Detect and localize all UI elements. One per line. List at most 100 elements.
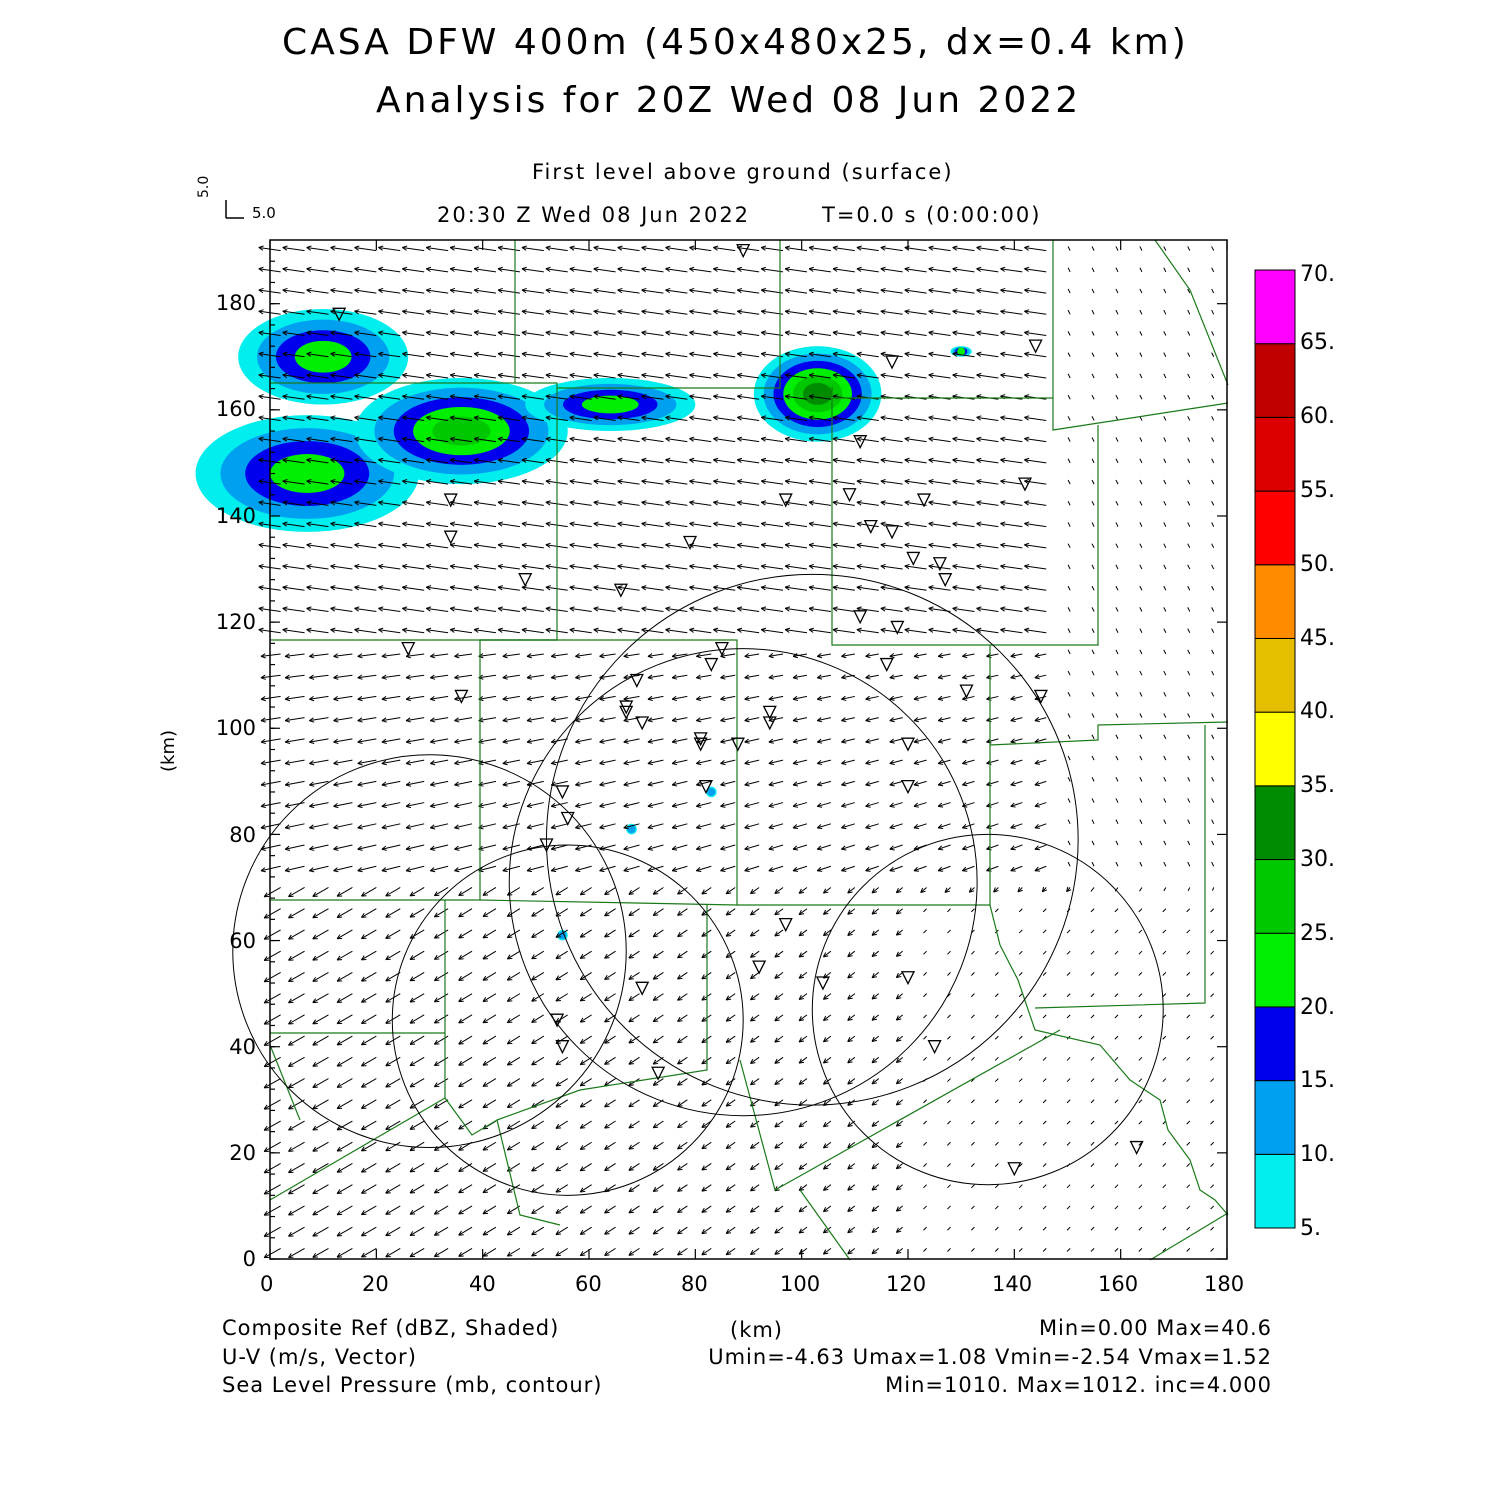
wind-vector <box>478 865 497 873</box>
wind-vector-head <box>593 563 599 567</box>
wind-vector-shaft <box>744 865 760 872</box>
wind-vector-head <box>550 867 556 872</box>
wind-vector <box>354 500 377 506</box>
wind-vector-head <box>336 891 341 897</box>
wind-vector <box>357 780 377 787</box>
wind-vector-head <box>871 1188 878 1191</box>
wind-vector-shaft <box>357 823 377 829</box>
wind-vector-head <box>871 1230 878 1234</box>
wind-vector-head <box>381 824 387 829</box>
wind-vector-shaft <box>665 522 688 528</box>
wind-vector-shaft <box>378 565 401 570</box>
wind-vector-head <box>531 1209 535 1214</box>
wind-vector-shaft <box>750 929 760 937</box>
wind-vector-head <box>507 1085 513 1087</box>
wind-vector-head <box>433 1124 438 1130</box>
wind-vector-shaft <box>1163 670 1167 676</box>
wind-vector-head <box>1024 629 1029 633</box>
wind-vector-shaft <box>260 759 281 765</box>
wind-vector-shaft <box>617 607 640 613</box>
wind-vector-shaft <box>454 802 473 807</box>
wind-vector-shaft <box>579 1205 592 1214</box>
wind-vector <box>677 1184 688 1192</box>
wind-vector-head <box>617 563 623 567</box>
wind-vector <box>531 971 545 981</box>
wind-vector-shaft <box>1067 713 1071 718</box>
wind-vector <box>1163 628 1167 633</box>
wind-vector <box>1034 844 1047 851</box>
wind-vector-head <box>258 607 264 612</box>
wind-vector <box>652 1120 664 1129</box>
wind-vector-shaft <box>312 1035 329 1046</box>
wind-vector-head <box>744 781 749 786</box>
wind-vector-shaft <box>994 1248 999 1252</box>
wind-vector-shaft <box>555 908 568 917</box>
wind-vector-head <box>672 827 678 830</box>
wind-vector-shaft <box>378 544 401 549</box>
wind-vector-head <box>284 845 290 850</box>
wind-vector-shaft <box>1066 950 1071 955</box>
wind-vector-head <box>260 784 266 787</box>
wind-vector <box>531 950 545 960</box>
wind-vector-head <box>774 892 780 894</box>
wind-vector-shaft <box>923 1141 927 1146</box>
wind-vector-head <box>617 629 623 633</box>
wind-vector-shaft <box>672 674 688 679</box>
wind-vector-head <box>677 1101 681 1107</box>
wind-vector-head <box>774 1189 780 1192</box>
wind-vector-shaft <box>841 759 855 765</box>
wind-vector-shaft <box>381 823 401 829</box>
wind-vector-shaft <box>263 1141 281 1152</box>
wind-vector <box>970 1184 975 1189</box>
wind-vector-shaft <box>336 887 353 897</box>
wind-vector-shaft <box>1138 929 1143 934</box>
wind-vector <box>1138 1248 1143 1252</box>
wind-vector-head <box>647 677 653 680</box>
wind-vector <box>288 1078 305 1089</box>
wind-vector-shaft <box>623 738 640 743</box>
wind-vector-head <box>696 698 702 702</box>
wind-vector <box>641 563 664 570</box>
wind-vector <box>402 563 425 570</box>
wind-vector <box>962 652 975 659</box>
wind-vector <box>1091 692 1095 697</box>
wind-vector <box>361 993 377 1003</box>
wind-vector <box>994 1248 999 1252</box>
wind-vector <box>1090 1014 1095 1019</box>
wind-vector-shaft <box>970 1184 975 1189</box>
wind-vector-head <box>502 698 508 702</box>
wind-vector <box>1163 564 1167 570</box>
wind-vector <box>282 563 305 570</box>
wind-vector-shaft <box>1091 755 1095 761</box>
wind-vector <box>458 1014 473 1024</box>
wind-vector-shaft <box>551 695 568 700</box>
wind-vector <box>841 717 855 723</box>
wind-vector <box>454 865 473 873</box>
wind-vector <box>976 627 999 634</box>
wind-vector-head <box>792 655 799 659</box>
wind-vector-shaft <box>896 1163 904 1170</box>
wind-vector-head <box>768 805 774 808</box>
wind-vector-shaft <box>617 565 640 570</box>
wind-vector-head <box>402 521 408 524</box>
wind-vector-shaft <box>507 1078 521 1087</box>
wind-vector-head <box>798 909 802 915</box>
wind-vector-shaft <box>434 1141 449 1151</box>
wind-vector-head <box>986 698 992 701</box>
wind-vector-shaft <box>263 908 281 919</box>
wind-vector-shaft <box>652 887 664 895</box>
wind-vector-shaft <box>551 780 568 786</box>
wind-vector-shaft <box>1067 776 1071 782</box>
wind-vector-shaft <box>672 717 688 722</box>
wind-vector-shaft <box>1067 819 1071 825</box>
wind-vector <box>604 971 616 981</box>
wind-vector-head <box>507 1042 513 1045</box>
wind-vector <box>856 627 879 634</box>
wind-vector-head <box>653 1254 659 1256</box>
wind-vector <box>433 929 449 939</box>
wind-vector <box>871 1141 880 1149</box>
wind-vector-head <box>617 544 623 548</box>
wind-vector-head <box>841 848 847 851</box>
wind-vector-head <box>976 565 981 570</box>
wind-vector <box>497 563 520 570</box>
